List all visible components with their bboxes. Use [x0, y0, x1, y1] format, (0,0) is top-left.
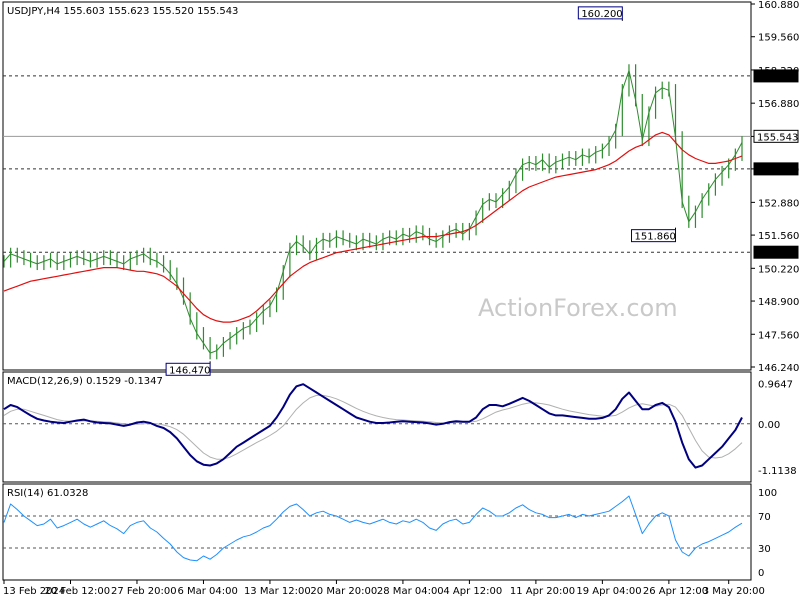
rsi-y-tick-label: 0	[758, 568, 764, 579]
rsi-panel-frame	[2, 483, 752, 581]
x-tick-label: 19 Apr 04:00	[576, 586, 641, 597]
main-y-tick-label: 146.240	[758, 363, 799, 374]
x-tick-label: 4 Apr 12:00	[443, 586, 502, 597]
macd-label: MACD(12,26,9) 0.1529 -0.1347	[7, 376, 163, 387]
main-y-tick-label: 159.560	[758, 33, 799, 44]
x-tick-label: 20 Mar 20:00	[310, 586, 377, 597]
callout-box-0	[577, 6, 623, 20]
callout-box-2	[165, 362, 211, 376]
main-y-tick-label: 160.880	[758, 0, 799, 11]
x-tick-label: 3 May 20:00	[703, 586, 765, 597]
macd-series	[3, 383, 743, 469]
callout-label-0: 160.200	[581, 9, 622, 20]
rsi-y-tick-label: 70	[758, 512, 771, 523]
main-y-tick-label: 151.560	[758, 231, 799, 242]
main-series: 160.200 151.860 146.470	[3, 6, 743, 376]
x-tick-label: 27 Feb 20:00	[111, 586, 177, 597]
rsi-y-tick-label: 30	[758, 544, 771, 555]
rsi-series	[3, 495, 743, 562]
watermark: ActionForex.com	[478, 294, 678, 322]
x-tick-label: 26 Apr 12:00	[643, 586, 708, 597]
macd-y-tick-label: 0.00	[758, 420, 780, 431]
main-panel-frame	[2, 1, 752, 371]
callout-label-1: 151.860	[635, 232, 676, 243]
moving-average-line	[3, 131, 743, 323]
main-y-tick-label: 150.220	[758, 264, 799, 275]
price-tag-label-0: 157.980	[757, 72, 798, 83]
price-tag-label-3: 150.870	[757, 248, 798, 259]
x-tick-label: 6 Mar 04:00	[177, 586, 237, 597]
rsi-y-tick-label: 100	[758, 488, 777, 499]
macd-signal-line	[3, 394, 743, 460]
rsi-label: RSI(14) 61.0328	[7, 488, 88, 499]
price-tags: 157.980 155.543 154.230 150.870	[753, 69, 799, 259]
price-line	[3, 70, 743, 354]
macd-y-tick-label: -1.1138	[758, 466, 797, 477]
x-tick-label: 20 Feb 12:00	[44, 586, 110, 597]
main-y-tick-label: 152.880	[758, 198, 799, 209]
price-tag-box-3	[753, 245, 799, 259]
price-tag-box-1	[753, 129, 799, 143]
macd-panel-frame	[2, 371, 752, 483]
x-tick-label: 13 Mar 12:00	[244, 586, 311, 597]
rsi-line	[3, 495, 743, 562]
price-tag-box-0	[753, 69, 799, 83]
main-y-tick-label: 148.900	[758, 297, 799, 308]
price-tag-box-2	[753, 162, 799, 176]
macd-line	[3, 383, 743, 469]
main-y-tick-label: 147.560	[758, 330, 799, 341]
x-tick-label: 13 Feb 2024	[3, 586, 65, 597]
main-y-tick-label: 156.880	[758, 99, 799, 110]
callout-box-1	[631, 229, 677, 243]
symbol-header: USDJPY,H4 155.603 155.623 155.520 155.54…	[7, 6, 238, 17]
price-tag-label-2: 154.230	[757, 165, 798, 176]
x-tick-label: 11 Apr 20:00	[510, 586, 575, 597]
macd-y-tick-label: 0.9647	[758, 380, 793, 391]
price-tag-label-1: 155.543	[757, 132, 798, 143]
x-tick-label: 28 Mar 04:00	[377, 586, 444, 597]
callout-label-2: 146.470	[169, 365, 210, 376]
